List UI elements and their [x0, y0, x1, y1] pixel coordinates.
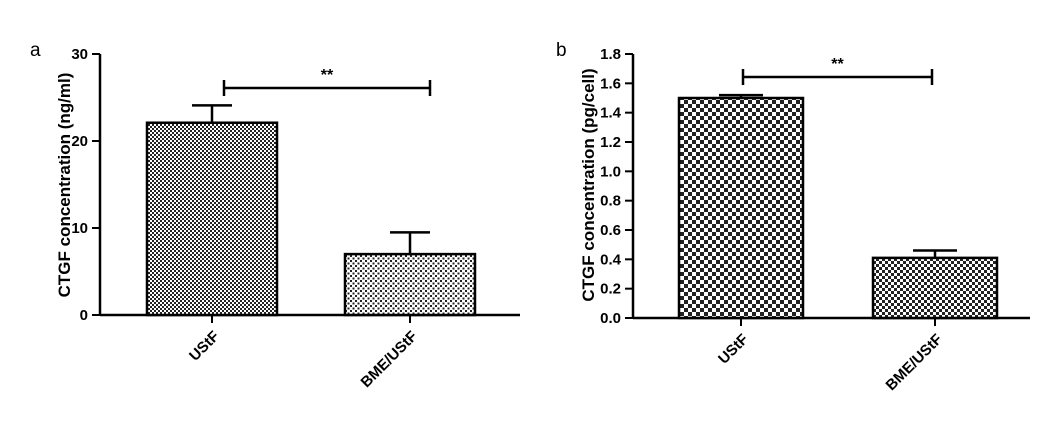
bar-ustf	[145, 121, 279, 317]
y-tick-label: 20	[71, 133, 88, 150]
y-tick-label: 1.0	[600, 163, 621, 180]
y-tick-label: 0.8	[600, 193, 621, 210]
y-tick-label: 10	[71, 220, 88, 237]
panel-b-letter: b	[556, 40, 567, 61]
y-tick-label: 0.4	[600, 251, 622, 268]
y-tick-label: 0.2	[600, 281, 621, 298]
panel-a-letter: a	[30, 40, 41, 61]
panel-a-significance: **	[222, 67, 432, 96]
bar-bme-ustf	[343, 252, 477, 317]
significance-label: **	[831, 56, 844, 73]
category-label: UStF	[186, 328, 223, 365]
y-tick-label: 0	[80, 307, 88, 324]
y-tick-label: 30	[71, 46, 88, 63]
bar-bme-ustf	[871, 256, 999, 320]
panel-b-bars	[677, 93, 999, 326]
y-tick-label: 0.6	[600, 222, 621, 239]
panel-a-bars	[145, 104, 477, 323]
panel-b-category-labels: UStF BME/UStF	[715, 331, 946, 394]
y-tick-label: 0.0	[600, 310, 621, 327]
panel-a-ylabel: CTGF concentration (ng/ml)	[55, 73, 74, 298]
bar-ustf	[677, 96, 805, 320]
significance-label: **	[321, 67, 334, 84]
category-label: BME/UStF	[358, 328, 421, 391]
y-tick-label: 1.2	[600, 134, 621, 151]
category-label: BME/UStF	[883, 331, 946, 394]
panel-b-significance: **	[741, 56, 934, 85]
category-label: UStF	[715, 331, 752, 368]
y-tick-label: 1.6	[600, 75, 621, 92]
panel-b: b CTGF concentration (pg/cell) 0.0 0.2 0.4…	[556, 40, 1030, 394]
y-tick-label: 1.8	[600, 46, 621, 63]
y-tick-label: 1.4	[600, 105, 622, 122]
panel-b-ylabel: CTGF concentration (pg/cell)	[579, 68, 598, 301]
panel-a-category-labels: UStF BME/UStF	[186, 328, 421, 391]
